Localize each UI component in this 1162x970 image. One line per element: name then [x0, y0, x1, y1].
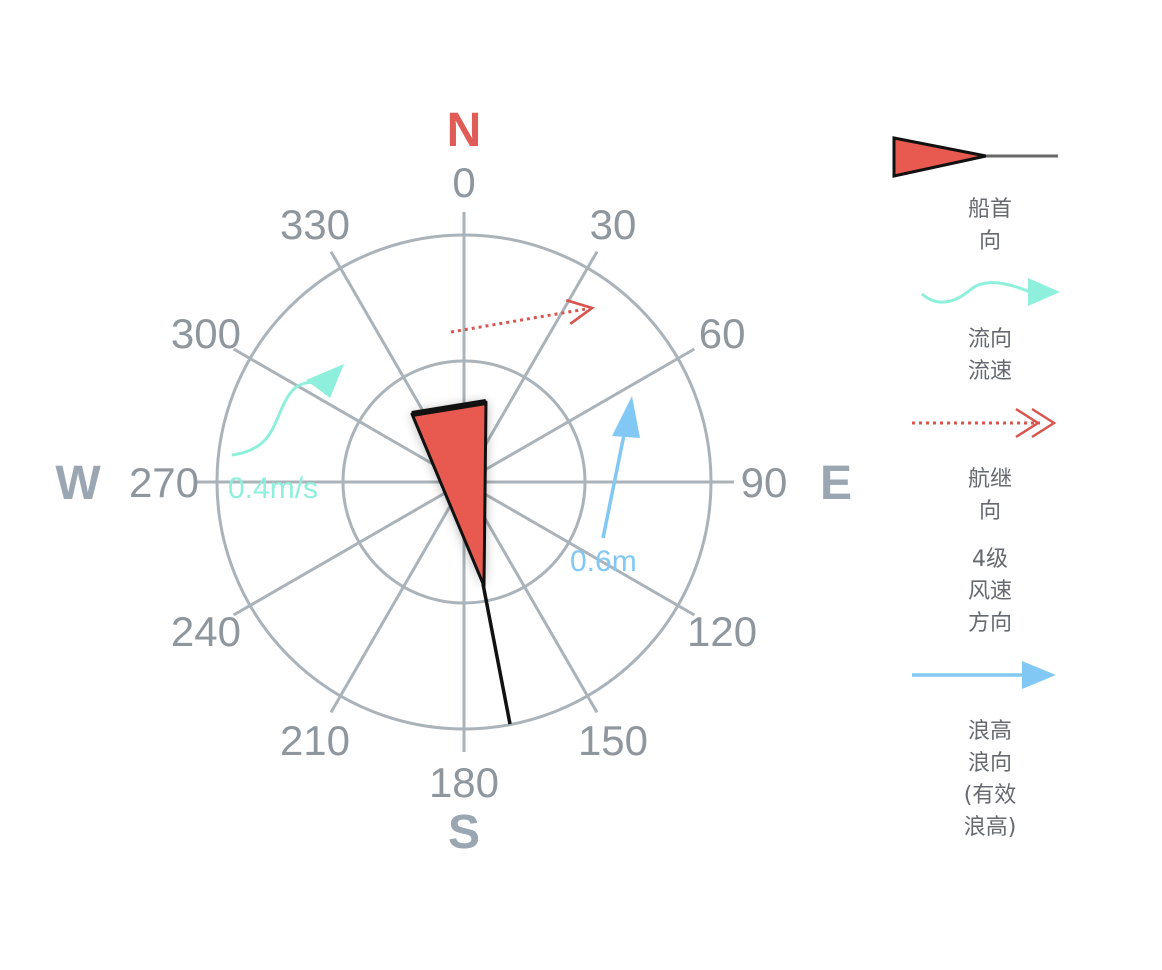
- legend-text: (有效: [963, 783, 1017, 808]
- spoke-line: [232, 347, 465, 484]
- wave-arrowhead: [612, 396, 640, 438]
- current-legend-label: 流向 流速: [880, 324, 1100, 388]
- spoke-line: [232, 480, 465, 617]
- heading-thick-edge: [411, 399, 487, 417]
- legend-text: 向: [978, 229, 1001, 254]
- legend-text: 向: [978, 499, 1001, 524]
- legend-text: 流向: [967, 327, 1012, 352]
- degree-label: 90: [741, 459, 788, 506]
- legend-text: 浪高: [967, 719, 1012, 744]
- legend-text: 风速: [967, 579, 1012, 604]
- legend-text: 浪高): [963, 815, 1017, 840]
- degree-label: 270: [129, 459, 199, 506]
- current-arrow: [231, 380, 321, 457]
- legend-text: 方向: [967, 611, 1012, 636]
- wave-height-label: 0.6m: [570, 545, 637, 578]
- degree-label: 30: [590, 201, 637, 248]
- legend-text: 浪向: [967, 751, 1012, 776]
- heading-triangle: [410, 400, 488, 588]
- degree-labels: 0 30 60 90 120 150 180 210 240 270 300 330: [129, 159, 787, 806]
- legend-text: 4级: [972, 547, 1008, 572]
- west-label: W: [55, 457, 101, 510]
- spoke-line: [329, 481, 466, 714]
- track-legend-label: 航继 向: [880, 464, 1100, 528]
- wave-arrow: [601, 424, 628, 539]
- wind-legend-label: 4级 风速 方向: [880, 544, 1100, 640]
- legend-text: 船首: [967, 197, 1012, 222]
- current-legend-icon: [921, 278, 1060, 306]
- degree-label: 240: [171, 608, 241, 655]
- current-arrowhead: [306, 364, 344, 398]
- degree-label: 210: [280, 717, 350, 764]
- east-label: E: [820, 457, 852, 510]
- degree-label: 330: [280, 201, 350, 248]
- spoke-line: [463, 347, 696, 484]
- heading-line: [481, 583, 512, 725]
- wave-legend-label: 浪高 浪向 (有效 浪高): [880, 716, 1100, 844]
- legend-text: 流速: [967, 359, 1012, 384]
- legend-panel: 船首 向 流向 流速 航继 向 4级 风速 方向 浪高 浪向 (有效 浪高): [880, 0, 1162, 970]
- south-label: S: [448, 806, 480, 859]
- degree-label: 120: [687, 608, 757, 655]
- degree-label: 300: [171, 310, 241, 357]
- track-arrow: [450, 299, 595, 334]
- north-label: N: [447, 104, 482, 157]
- spoke-line: [463, 480, 696, 617]
- heading-legend-label: 船首 向: [880, 194, 1100, 258]
- degree-label: 60: [699, 310, 746, 357]
- current-speed-label: 0.4m/s: [228, 472, 318, 505]
- heading-legend-icon: [890, 134, 1060, 182]
- track-legend-icon: [912, 407, 1057, 439]
- degree-label: 0: [452, 159, 475, 206]
- legend-text: 航继: [967, 467, 1012, 492]
- degree-label: 150: [578, 717, 648, 764]
- wave-legend-icon: [912, 661, 1056, 689]
- degree-label: 180: [429, 759, 499, 806]
